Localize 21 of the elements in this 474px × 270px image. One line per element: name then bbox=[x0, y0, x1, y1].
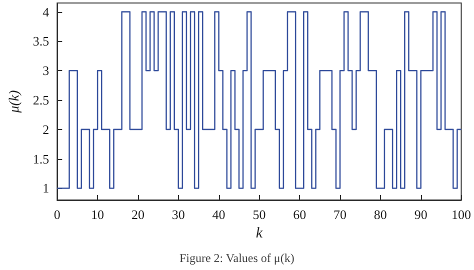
x-tick-label: 10 bbox=[91, 207, 104, 222]
y-tick-label: 1 bbox=[42, 180, 50, 196]
y-tick-label: 1.5 bbox=[32, 151, 50, 166]
x-tick-label: 20 bbox=[131, 207, 144, 222]
y-tick-label: 4 bbox=[42, 4, 50, 20]
x-tick-label: 60 bbox=[293, 207, 306, 222]
x-tick-label: 0 bbox=[54, 207, 60, 222]
x-tick-label: 70 bbox=[334, 207, 347, 222]
y-tick-label: 2 bbox=[42, 122, 50, 137]
y-tick-label: 3 bbox=[42, 63, 50, 78]
y-tick-label: 3.5 bbox=[32, 34, 50, 49]
y-tick-label: 2.5 bbox=[32, 92, 50, 108]
x-tick-label: 90 bbox=[414, 207, 428, 222]
x-tick-label: 50 bbox=[252, 207, 266, 222]
x-tick-label: 40 bbox=[212, 207, 226, 222]
x-tick-label: 80 bbox=[374, 207, 387, 222]
x-axis-title: k bbox=[256, 226, 263, 242]
x-tick-label: 30 bbox=[172, 207, 185, 222]
y-axis-title: μ(k) bbox=[8, 90, 22, 114]
x-tick-label: 100 bbox=[452, 207, 471, 222]
caption: Figure 2: Values of μ(k) bbox=[179, 251, 294, 265]
